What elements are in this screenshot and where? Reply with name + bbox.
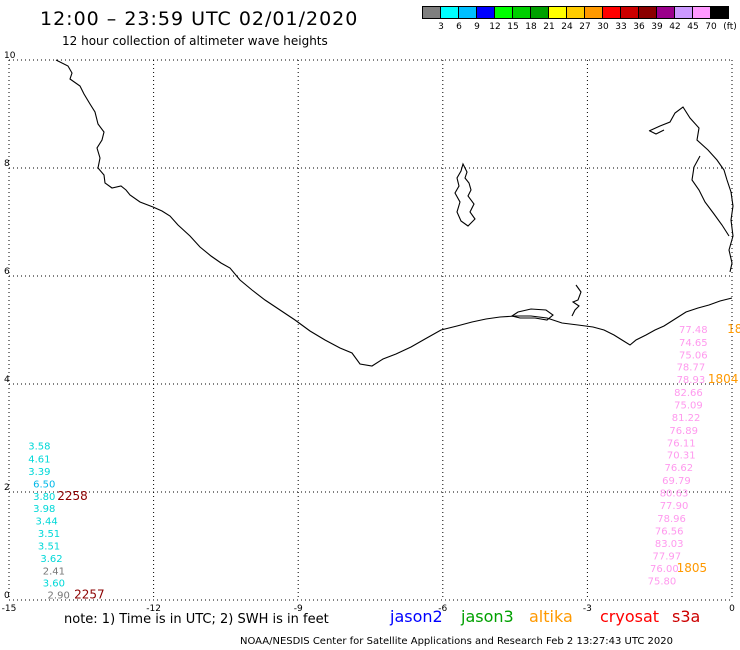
wave-height-label: 80.63 — [660, 489, 689, 500]
page-title: 12:00 – 23:59 UTC 02/01/2020 — [40, 8, 359, 30]
y-tick-label: 8 — [4, 159, 10, 169]
wave-height-label: 3.44 — [36, 517, 58, 528]
page-subtitle: 12 hour collection of altimeter wave hei… — [62, 34, 328, 48]
wave-height-label: 3.80 — [33, 492, 55, 503]
time-label: 2257 — [74, 588, 105, 602]
wave-height-label: 78.93 — [677, 375, 706, 386]
x-tick-label: -6 — [438, 604, 447, 614]
wave-height-label: 82.66 — [674, 388, 703, 399]
legend-jason2: jason2 — [390, 607, 443, 626]
legend-jason3: jason3 — [461, 607, 514, 626]
wave-height-label: 6.50 — [33, 479, 55, 490]
wave-height-label: 4.61 — [28, 455, 50, 466]
time-label: 1804 — [708, 372, 739, 386]
colorbar — [422, 6, 729, 19]
x-tick-label: 0 — [729, 604, 735, 614]
wave-height-label: 70.31 — [667, 451, 696, 462]
colorbar-label: 30 — [597, 22, 609, 32]
wave-height-label: 75.80 — [648, 577, 677, 588]
y-tick-label: 2 — [4, 483, 10, 493]
wave-height-label: 75.06 — [679, 350, 708, 361]
colorbar-label: 6 — [456, 22, 462, 32]
coastline-northeast — [648, 106, 734, 273]
colorbar-label: 21 — [543, 22, 555, 32]
colorbar-label: 24 — [561, 22, 573, 32]
wave-height-label: 3.51 — [38, 529, 60, 540]
y-tick-label: 6 — [4, 267, 10, 277]
colorbar-label: 12 — [489, 22, 501, 32]
colorbar-label: 33 — [615, 22, 627, 32]
coastline-bay — [510, 308, 554, 321]
wave-height-label: 76.00 — [650, 564, 679, 575]
wave-height-label: 76.56 — [655, 526, 684, 537]
colorbar-label: 39 — [651, 22, 663, 32]
coastline-inlet — [571, 284, 582, 317]
wave-height-label: 69.79 — [662, 476, 691, 487]
wave-height-label: 2.90 — [48, 591, 70, 602]
y-tick-label: 10 — [4, 51, 16, 61]
colorbar-label: 45 — [687, 22, 699, 32]
wave-height-label: 2.41 — [43, 566, 65, 577]
island-mid — [454, 162, 476, 227]
colorbar-label: 27 — [579, 22, 591, 32]
wave-height-label: 83.03 — [655, 539, 684, 550]
wave-height-label: 77.48 — [679, 325, 708, 336]
legend-cryosat: cryosat — [600, 607, 660, 626]
footer-note: note: 1) Time is in UTC; 2) SWH is in fe… — [64, 612, 329, 627]
colorbar-label: 9 — [474, 22, 480, 32]
colorbar-label: 3 — [438, 22, 444, 32]
y-tick-label: 4 — [4, 375, 10, 385]
colorbar-label: 18 — [525, 22, 537, 32]
x-tick-label: -3 — [583, 604, 592, 614]
time-label: 180 — [727, 322, 740, 336]
legend-s3a: s3a — [672, 607, 701, 626]
colorbar-label: 15 — [507, 22, 519, 32]
credit-line: NOAA/NESDIS Center for Satellite Applica… — [240, 636, 673, 647]
coastline-main — [55, 59, 733, 367]
colorbar-labels: 3 6 9 12 15 18 21 24 27 30 33 36 39 42 45 70 (ft) — [422, 22, 740, 34]
wave-height-label: 78.77 — [677, 363, 706, 374]
wave-height-label: 3.39 — [28, 467, 50, 478]
colorbar-swatch — [710, 6, 729, 19]
wave-height-label: 77.97 — [652, 552, 681, 563]
x-tick-label: -9 — [294, 604, 303, 614]
wave-height-label: 76.89 — [669, 426, 698, 437]
wave-height-label: 3.60 — [43, 579, 65, 590]
wave-height-label: 3.58 — [28, 442, 50, 453]
colorbar-unit: (ft) — [723, 22, 737, 32]
wave-height-label: 3.51 — [38, 541, 60, 552]
wave-height-label: 76.62 — [665, 463, 694, 474]
wave-height-label: 3.62 — [40, 554, 62, 565]
colorbar-label: 42 — [669, 22, 681, 32]
wave-height-label: 76.11 — [667, 438, 696, 449]
wave-height-label: 78.96 — [657, 514, 686, 525]
x-tick-label: -12 — [146, 604, 161, 614]
time-label: 1805 — [677, 561, 708, 575]
wave-height-label: 3.98 — [33, 504, 55, 515]
colorbar-label: 70 — [705, 22, 717, 32]
wave-height-label: 81.22 — [672, 413, 701, 424]
y-tick-label: 0 — [4, 591, 10, 601]
wave-height-label: 77.90 — [660, 501, 689, 512]
legend-altika: altika — [529, 607, 573, 626]
colorbar-label: 36 — [633, 22, 645, 32]
time-label: 2258 — [57, 489, 88, 503]
wave-height-label: 74.65 — [679, 338, 708, 349]
wave-height-label: 75.09 — [674, 401, 703, 412]
x-tick-label: -15 — [2, 604, 17, 614]
